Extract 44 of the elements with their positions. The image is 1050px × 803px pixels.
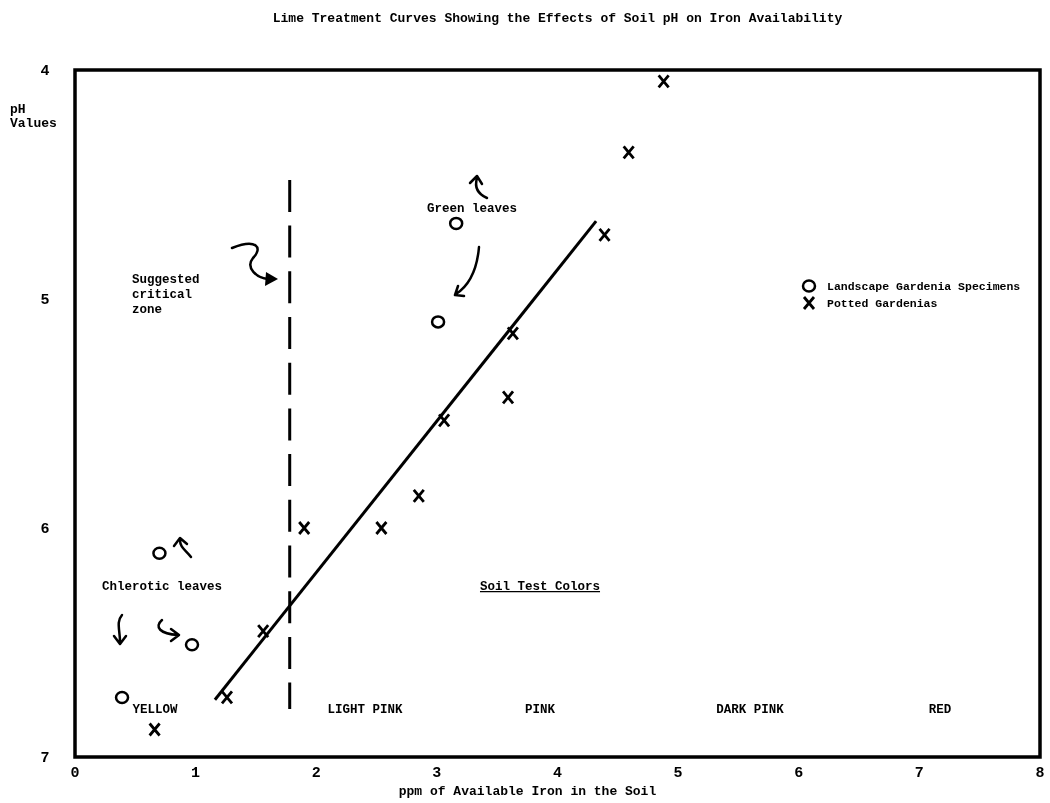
legend-label: Potted Gardenias <box>827 297 938 310</box>
x-tick-label: 5 <box>673 765 683 782</box>
x-tick-label: 0 <box>70 765 80 782</box>
point <box>437 412 451 428</box>
annotation: Suggested critical zone <box>132 273 200 317</box>
x-tick-label: 4 <box>552 765 563 782</box>
x-tick-label: 6 <box>794 765 804 782</box>
point <box>501 390 515 405</box>
annotation: Green leaves <box>426 202 518 216</box>
legend-label: Landscape Gardenia Specimens <box>827 280 1021 293</box>
point <box>412 488 426 504</box>
point <box>430 315 446 329</box>
point <box>152 546 167 560</box>
y-tick-label: 6 <box>40 521 50 538</box>
point <box>374 520 388 536</box>
point <box>184 638 200 652</box>
x-axis-title: ppm of Available Iron in the Soil <box>398 784 657 799</box>
annotation: Chlerotic leaves <box>101 580 223 594</box>
point <box>622 145 636 160</box>
x-tick-label: 3 <box>432 765 442 782</box>
chart-title: Lime Treatment Curves Showing the Effects of Soil pH on Iron Availability <box>272 11 843 26</box>
annotation: PINK <box>524 703 556 717</box>
x-tick-label: 1 <box>191 765 201 782</box>
y-axis-title: pH Values <box>10 102 58 131</box>
point <box>148 722 162 737</box>
point <box>506 325 520 341</box>
point <box>448 216 464 231</box>
y-tick-label: 7 <box>40 750 50 767</box>
annotation: Soil Test Colors <box>479 580 601 594</box>
point <box>657 74 671 89</box>
point <box>297 520 311 536</box>
annotation: LIGHT PINK <box>327 703 403 717</box>
annotation: YELLOW <box>132 703 178 717</box>
annotation: DARK PINK <box>716 703 785 717</box>
x-tick-label: 8 <box>1035 765 1045 782</box>
point <box>114 690 130 705</box>
x-tick-label: 2 <box>311 765 321 782</box>
y-tick-label: 4 <box>40 63 50 80</box>
x-tick-label: 7 <box>914 765 924 782</box>
point <box>220 690 234 705</box>
point <box>256 623 270 639</box>
y-tick-label: 5 <box>40 292 50 309</box>
point <box>598 227 611 243</box>
annotation: RED <box>928 703 952 717</box>
